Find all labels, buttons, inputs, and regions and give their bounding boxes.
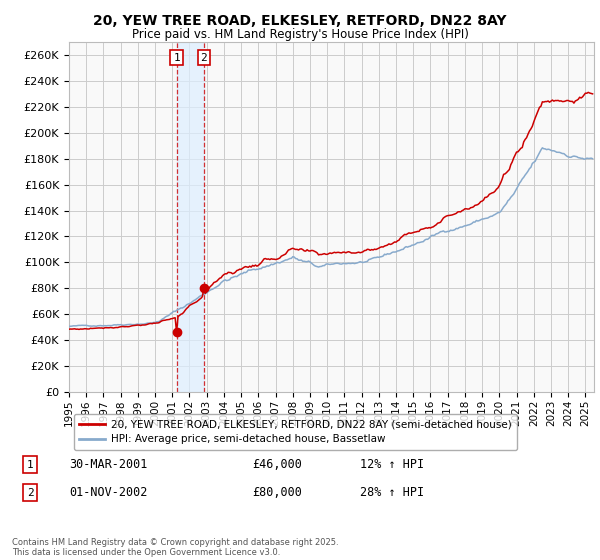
Text: £80,000: £80,000 <box>252 486 302 500</box>
Legend: 20, YEW TREE ROAD, ELKESLEY, RETFORD, DN22 8AY (semi-detached house), HPI: Avera: 20, YEW TREE ROAD, ELKESLEY, RETFORD, DN… <box>74 414 517 450</box>
Text: 01-NOV-2002: 01-NOV-2002 <box>69 486 148 500</box>
Text: £46,000: £46,000 <box>252 458 302 472</box>
Text: 1: 1 <box>26 460 34 470</box>
Text: 1: 1 <box>173 53 180 63</box>
Text: 2: 2 <box>26 488 34 498</box>
Text: 30-MAR-2001: 30-MAR-2001 <box>69 458 148 472</box>
Text: 2: 2 <box>200 53 207 63</box>
Text: 20, YEW TREE ROAD, ELKESLEY, RETFORD, DN22 8AY: 20, YEW TREE ROAD, ELKESLEY, RETFORD, DN… <box>93 14 507 28</box>
Bar <box>176 42 204 392</box>
Text: 28% ↑ HPI: 28% ↑ HPI <box>360 486 424 500</box>
Text: Contains HM Land Registry data © Crown copyright and database right 2025.
This d: Contains HM Land Registry data © Crown c… <box>12 538 338 557</box>
Text: 12% ↑ HPI: 12% ↑ HPI <box>360 458 424 472</box>
Text: Price paid vs. HM Land Registry's House Price Index (HPI): Price paid vs. HM Land Registry's House … <box>131 28 469 41</box>
